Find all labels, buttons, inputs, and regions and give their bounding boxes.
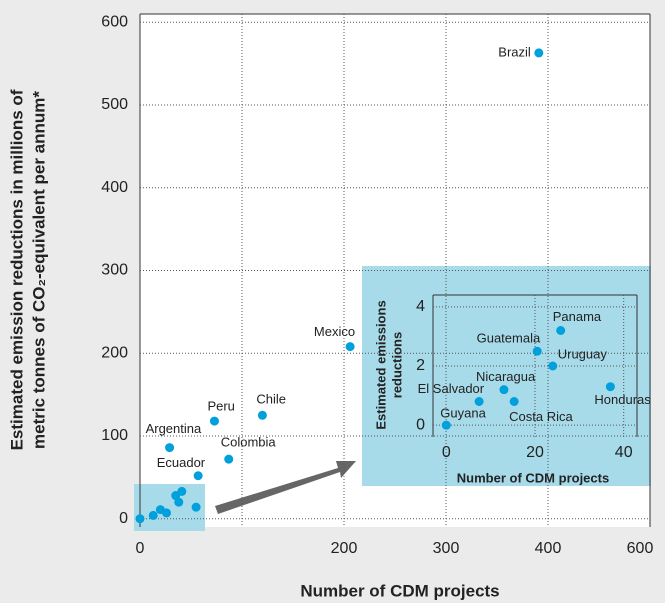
point — [209, 416, 219, 426]
y-tick-label: 4 — [416, 298, 425, 315]
y-tick-label: 400 — [101, 179, 128, 196]
point — [193, 471, 203, 481]
y-tick-label: 0 — [119, 510, 128, 527]
x-tick-label: 20 — [526, 444, 544, 461]
arrow — [215, 461, 356, 514]
point-label: Mexico — [314, 324, 355, 339]
x-tick-label: 0 — [136, 540, 145, 557]
point — [556, 326, 566, 335]
point-label: Ecuador — [157, 455, 206, 470]
point-label: El Salvador — [418, 381, 485, 396]
point — [257, 410, 267, 420]
x-tick-label: 0 — [442, 444, 451, 461]
inset-y-axis-title: reductions — [389, 332, 404, 398]
y-tick-label: 200 — [101, 344, 128, 361]
point-label: Guatemala — [477, 331, 541, 346]
point — [177, 486, 187, 496]
x-axis-title: Number of CDM projects — [300, 581, 499, 600]
point-label: Uruguay — [558, 346, 608, 361]
y-axis-title: metric tonnes of CO₂-equivalent per annu… — [29, 91, 48, 449]
point — [605, 382, 615, 392]
y-tick-label: 2 — [416, 357, 425, 374]
point — [174, 497, 184, 507]
point-label: Nicaragua — [476, 369, 536, 384]
x-tick-label: 400 — [535, 540, 562, 557]
y-tick-label: 600 — [101, 13, 128, 30]
y-tick-label: 300 — [101, 262, 128, 279]
y-axis-title: Estimated emission reductions in million… — [7, 89, 26, 450]
inset-x-axis-title: Number of CDM projects — [457, 470, 609, 485]
point-label: Panama — [553, 309, 602, 324]
point-label: Guyana — [440, 406, 486, 421]
point — [345, 342, 355, 352]
y-tick-label: 0 — [416, 416, 425, 433]
point-label: Colombia — [221, 435, 277, 450]
point — [224, 454, 234, 464]
point-label: Argentina — [146, 421, 202, 436]
point-label: Honduras — [594, 392, 651, 407]
inset-y-axis-title: Estimated emissions — [373, 300, 388, 429]
y-tick-label: 100 — [101, 427, 128, 444]
point-label: Brazil — [498, 44, 531, 59]
x-tick-label: 40 — [615, 444, 633, 461]
x-tick-label: 200 — [331, 540, 358, 557]
point — [191, 502, 201, 512]
point — [165, 443, 175, 453]
x-tick-label: 600 — [627, 540, 654, 557]
x-tick-label: 300 — [433, 540, 460, 557]
point — [162, 508, 172, 518]
y-tick-label: 500 — [101, 96, 128, 113]
point — [534, 48, 544, 58]
point-label: Chile — [256, 392, 286, 407]
point — [499, 385, 509, 395]
point — [441, 420, 451, 430]
point — [135, 514, 145, 524]
point — [148, 510, 158, 520]
point-label: Costa Rica — [509, 409, 573, 424]
point — [532, 346, 542, 356]
point-label: Peru — [207, 399, 234, 414]
point — [548, 361, 558, 371]
point — [474, 397, 484, 406]
point — [509, 397, 519, 406]
inset-panel — [362, 266, 651, 486]
